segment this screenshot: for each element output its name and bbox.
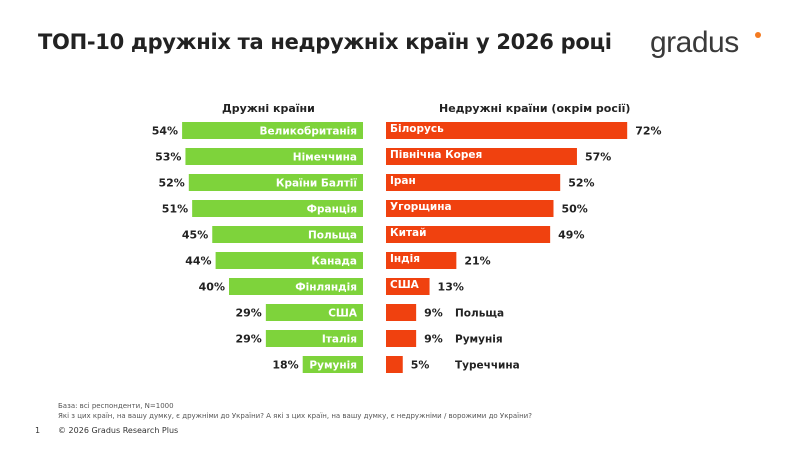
page-title: ТОП-10 дружніх та недружніх країн у 2026…	[38, 30, 612, 54]
unfriendly-bar-label: Угорщина	[390, 201, 452, 213]
friendly-bar-label: Італія	[322, 334, 357, 346]
unfriendly-value-label: 13%	[438, 281, 464, 294]
friendly-value-label: 53%	[155, 151, 181, 164]
friendly-bar-label: Франція	[307, 204, 357, 216]
unfriendly-bar	[386, 356, 403, 373]
friendly-bar	[215, 252, 363, 269]
logo-dot	[755, 32, 761, 38]
friendly-bar	[265, 304, 363, 321]
friendly-bar-label: Канада	[311, 256, 357, 268]
friendly-value-label: 40%	[199, 281, 225, 294]
friendly-bar-label: Німеччина	[293, 152, 357, 164]
unfriendly-bar-label: Туреччина	[455, 360, 520, 372]
friendly-heading: Дружні країни	[222, 102, 315, 115]
friendly-bar-label: США	[328, 308, 358, 320]
unfriendly-bar-label: Іран	[390, 175, 416, 187]
unfriendly-bar	[386, 304, 417, 321]
unfriendly-value-label: 50%	[562, 203, 588, 216]
unfriendly-bar-label: Північна Корея	[390, 149, 482, 161]
unfriendly-value-label: 5%	[411, 359, 430, 372]
friendly-bar-label: Великобританія	[260, 126, 357, 138]
gradus-logo: gradus	[650, 26, 739, 59]
friendly-bar	[182, 122, 363, 139]
friendly-bar	[229, 278, 363, 295]
unfriendly-bar	[386, 252, 457, 269]
unfriendly-bar-label: Білорусь	[390, 123, 444, 135]
friendly-bar	[192, 200, 363, 217]
unfriendly-value-label: 9%	[424, 333, 443, 346]
unfriendly-value-label: 49%	[558, 229, 584, 242]
friendly-bar-label: Фінляндія	[295, 282, 357, 294]
friendly-bar	[188, 174, 363, 191]
unfriendly-bar	[386, 148, 577, 165]
unfriendly-value-label: 52%	[568, 177, 594, 190]
unfriendly-bar	[386, 330, 417, 347]
friendly-bar-label: Румунія	[309, 360, 357, 372]
friendly-value-label: 45%	[182, 229, 208, 242]
unfriendly-bar-label: Польща	[455, 308, 504, 320]
footnote-base: База: всі респонденти, N=1000	[58, 402, 174, 410]
unfriendly-bar	[386, 226, 551, 243]
friendly-bar	[302, 356, 363, 373]
friendly-bar	[265, 330, 363, 347]
unfriendly-value-label: 9%	[424, 307, 443, 320]
unfriendly-bar-label: Китай	[390, 227, 426, 239]
friendly-value-label: 54%	[152, 125, 178, 138]
unfriendly-bar-label: Румунія	[455, 334, 503, 346]
friendly-bar-label: Країни Балтії	[276, 178, 358, 190]
friendly-bar	[212, 226, 363, 243]
friendly-value-label: 52%	[158, 177, 184, 190]
unfriendly-value-label: 57%	[585, 151, 611, 164]
copyright: © 2026 Gradus Research Plus	[58, 426, 179, 435]
unfriendly-bar-label: Індія	[390, 253, 420, 265]
friendly-bar-label: Польща	[308, 230, 357, 242]
unfriendly-bar-label: США	[390, 279, 420, 291]
footnote-question: Які з цих країн, на вашу думку, є дружні…	[58, 412, 532, 420]
friendly-value-label: 29%	[236, 333, 262, 346]
unfriendly-value-label: 72%	[635, 125, 661, 138]
unfriendly-bar	[386, 174, 561, 191]
friendly-value-label: 51%	[162, 203, 188, 216]
unfriendly-bar	[386, 200, 554, 217]
unfriendly-value-label: 21%	[464, 255, 490, 268]
page-number: 1	[35, 426, 41, 435]
unfriendly-heading: Недружні країни (окрім росії)	[439, 102, 631, 115]
unfriendly-bar	[386, 122, 628, 139]
friendly-bar	[185, 148, 363, 165]
friendly-value-label: 18%	[272, 359, 298, 372]
friendly-value-label: 29%	[236, 307, 262, 320]
unfriendly-bar	[386, 278, 430, 295]
friendly-value-label: 44%	[185, 255, 211, 268]
